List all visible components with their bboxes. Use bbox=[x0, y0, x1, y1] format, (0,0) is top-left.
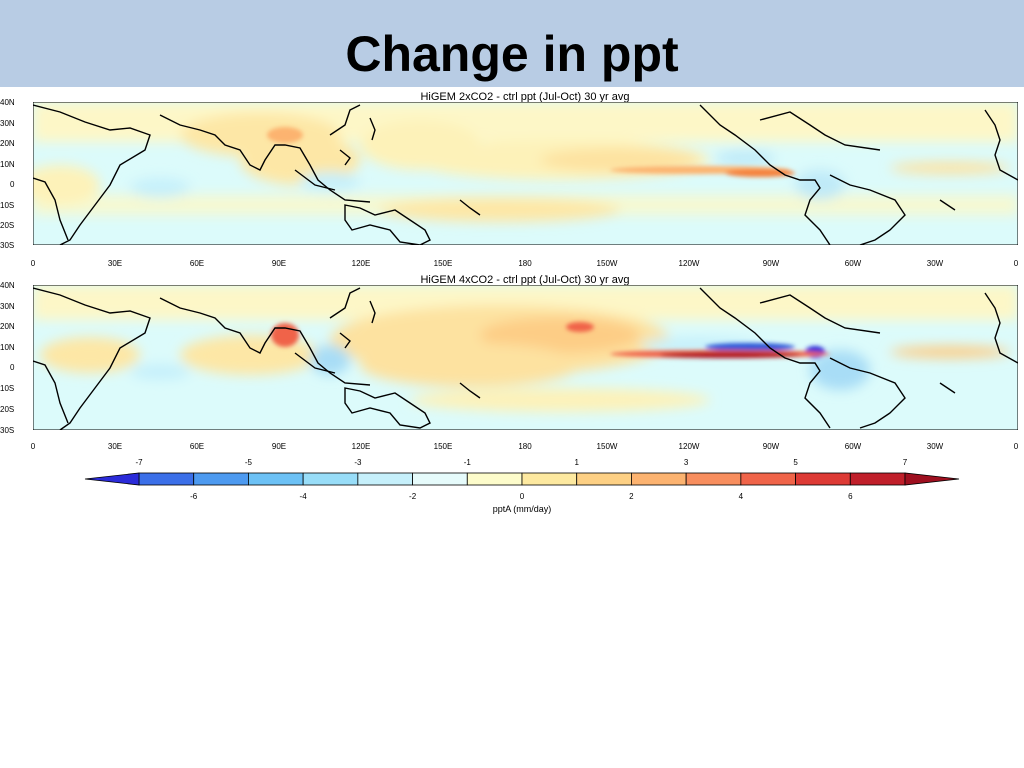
figure: HiGEM 2xCO2 - ctrl ppt (Jul-Oct) 30 yr a… bbox=[0, 91, 1019, 514]
precip-anomaly-field bbox=[33, 285, 1018, 430]
colorbar-tick-label: 3 bbox=[684, 458, 689, 467]
colorbar-bin bbox=[685, 472, 742, 486]
colorbar-bin bbox=[138, 472, 195, 486]
lat-tick-label: 10S bbox=[0, 201, 14, 210]
colorbar-bins bbox=[138, 472, 906, 486]
lon-tick-label: 120W bbox=[679, 442, 700, 451]
lat-tick-label: 0 bbox=[10, 180, 15, 189]
slide-header-bar bbox=[0, 0, 1024, 87]
lon-tick-label: 150W bbox=[597, 442, 618, 451]
colorbar-bin bbox=[412, 472, 468, 486]
map-panel-2xco2: HiGEM 2xCO2 - ctrl ppt (Jul-Oct) 30 yr a… bbox=[0, 91, 1019, 268]
lat-tick-label: 10S bbox=[0, 384, 14, 393]
colorbar-bin bbox=[631, 472, 687, 486]
colorbar-tick-label: -5 bbox=[245, 458, 253, 467]
colorbar-tick-label: 1 bbox=[574, 458, 579, 467]
lat-tick-label: 0 bbox=[10, 363, 15, 372]
lat-axis: 40N 30N 20N 10N 0 10S 20S 30S bbox=[0, 98, 15, 250]
colorbar-bin bbox=[795, 472, 851, 486]
lat-tick-label: 40N bbox=[0, 98, 15, 107]
colorbar-bin bbox=[740, 472, 796, 486]
coastlines bbox=[33, 104, 1018, 245]
colorbar-bin bbox=[248, 472, 304, 486]
lat-axis: 40N 30N 20N 10N 0 10S 20S 30S bbox=[0, 281, 15, 435]
lon-tick-label: 0 bbox=[31, 259, 36, 268]
lat-tick-label: 30S bbox=[0, 241, 14, 250]
lon-tick-label: 0 bbox=[31, 442, 36, 451]
slide-title: Change in ppt bbox=[345, 26, 679, 82]
lon-tick-label: 120E bbox=[352, 442, 371, 451]
colorbar-min-arrow bbox=[84, 472, 140, 486]
lon-tick-label: 30W bbox=[927, 259, 944, 268]
lat-tick-label: 20N bbox=[0, 139, 15, 148]
colorbar-bin bbox=[466, 472, 523, 486]
colorbar-bin bbox=[357, 472, 413, 486]
lon-tick-label: 30W bbox=[927, 442, 944, 451]
colorbar-bin bbox=[849, 472, 906, 486]
lon-axis: 0 30E 60E 90E 120E 150E 180 150W 120W 90… bbox=[31, 442, 1019, 451]
lat-tick-label: 40N bbox=[0, 281, 15, 290]
colorbar-max-arrow bbox=[904, 472, 960, 486]
lon-tick-label: 90E bbox=[272, 442, 286, 451]
colorbar-bin bbox=[521, 472, 578, 486]
colorbar-tick-label: 2 bbox=[629, 492, 634, 501]
colorbar-tick-label: 7 bbox=[903, 458, 908, 467]
colorbar-bottom-labels: -6 -4 -2 0 2 4 6 bbox=[190, 492, 853, 501]
lat-tick-label: 30N bbox=[0, 119, 15, 128]
colorbar-tick-label: 6 bbox=[848, 492, 853, 501]
colorbar-tick-label: -7 bbox=[135, 458, 143, 467]
colorbar-bin bbox=[576, 472, 632, 486]
lon-axis: 0 30E 60E 90E 120E 150E 180 150W 120W 90… bbox=[31, 259, 1019, 268]
lon-tick-label: 0 bbox=[1014, 442, 1019, 451]
lon-tick-label: 90E bbox=[272, 259, 286, 268]
lon-tick-label: 180 bbox=[518, 442, 532, 451]
colorbar-tick-label: -1 bbox=[464, 458, 472, 467]
coastlines bbox=[33, 287, 1018, 430]
precip-anomaly-field bbox=[33, 102, 1018, 245]
colorbar-tick-label: -6 bbox=[190, 492, 198, 501]
map-panel-4xco2: HiGEM 4xCO2 - ctrl ppt (Jul-Oct) 30 yr a… bbox=[0, 274, 1019, 451]
colorbar-tick-label: 4 bbox=[739, 492, 744, 501]
colorbar-tick-label: -2 bbox=[409, 492, 417, 501]
colorbar-top-labels: -7 -5 -3 -1 1 3 5 7 bbox=[135, 458, 907, 467]
lat-tick-label: 10N bbox=[0, 160, 15, 169]
lon-tick-label: 60W bbox=[845, 259, 862, 268]
lon-tick-label: 0 bbox=[1014, 259, 1019, 268]
lon-tick-label: 60W bbox=[845, 442, 862, 451]
colorbar-tick-label: 0 bbox=[520, 492, 525, 501]
lat-tick-label: 20S bbox=[0, 221, 14, 230]
lon-tick-label: 90W bbox=[763, 442, 780, 451]
map-title: HiGEM 2xCO2 - ctrl ppt (Jul-Oct) 30 yr a… bbox=[420, 91, 629, 103]
lon-tick-label: 120W bbox=[679, 259, 700, 268]
colorbar-bin bbox=[302, 472, 359, 486]
lon-tick-label: 150W bbox=[597, 259, 618, 268]
lon-tick-label: 60E bbox=[190, 259, 204, 268]
lon-tick-label: 180 bbox=[518, 259, 532, 268]
colorbar-units-label: pptA (mm/day) bbox=[493, 504, 552, 514]
lat-tick-label: 30N bbox=[0, 302, 15, 311]
colorbar-bin bbox=[193, 472, 249, 486]
lon-tick-label: 120E bbox=[352, 259, 371, 268]
colorbar-tick-label: 5 bbox=[793, 458, 798, 467]
lat-tick-label: 20N bbox=[0, 322, 15, 331]
colorbar: -7 -5 -3 -1 1 3 5 7 -6 -4 -2 0 2 4 6 ppt… bbox=[84, 458, 960, 514]
lon-tick-label: 90W bbox=[763, 259, 780, 268]
lon-tick-label: 150E bbox=[434, 259, 453, 268]
lon-tick-label: 150E bbox=[434, 442, 453, 451]
colorbar-tick-label: -3 bbox=[354, 458, 362, 467]
lon-tick-label: 30E bbox=[108, 259, 122, 268]
lat-tick-label: 30S bbox=[0, 426, 14, 435]
colorbar-tick-label: -4 bbox=[300, 492, 308, 501]
lat-tick-label: 10N bbox=[0, 343, 15, 352]
lon-tick-label: 30E bbox=[108, 442, 122, 451]
lon-tick-label: 60E bbox=[190, 442, 204, 451]
map-title: HiGEM 4xCO2 - ctrl ppt (Jul-Oct) 30 yr a… bbox=[420, 274, 629, 286]
lat-tick-label: 20S bbox=[0, 405, 14, 414]
